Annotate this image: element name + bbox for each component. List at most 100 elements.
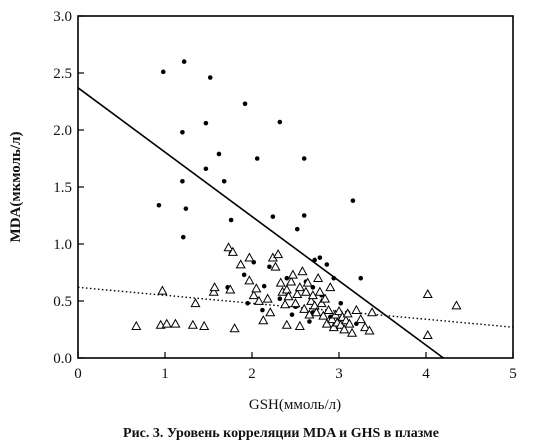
circle-point — [301, 156, 307, 161]
circle-point — [324, 262, 330, 267]
circle-point — [180, 234, 186, 240]
triangle-point — [339, 324, 350, 334]
circle-point — [312, 257, 317, 263]
triangle-point — [170, 318, 181, 328]
triangle-point — [286, 276, 297, 286]
triangle-point — [355, 314, 366, 324]
circle-point — [181, 59, 187, 64]
circle-point — [317, 255, 323, 260]
circle-point — [277, 296, 283, 302]
triangle-point — [325, 282, 336, 292]
triangle-point — [223, 242, 234, 252]
triangle-point — [294, 282, 305, 292]
circle-point — [284, 275, 290, 281]
circle-point — [203, 120, 209, 126]
circle-point — [270, 214, 276, 219]
circle-point — [307, 319, 312, 324]
triangle-point — [347, 327, 358, 337]
triangle-point — [311, 307, 322, 317]
triangle-point — [320, 293, 331, 303]
triangle-point — [360, 321, 371, 332]
triangle-point — [131, 320, 142, 330]
triangle-point — [244, 275, 255, 285]
triangle-point — [333, 306, 345, 316]
data-points — [131, 59, 462, 340]
triangle-point — [208, 286, 219, 296]
triangle-point — [248, 290, 259, 300]
circle-point — [277, 119, 283, 125]
circle-point — [180, 179, 185, 184]
axis-ticks: 0 1 2 3 4 5 0.0 0.5 1.0 1.5 2.0 2.5 3.0 — [53, 9, 517, 382]
x-tick-label: 3 — [335, 366, 343, 382]
triangle-point — [316, 298, 327, 308]
triangle-point — [262, 293, 273, 303]
triangle-point — [229, 323, 240, 333]
y-tick-label: 2.5 — [53, 66, 72, 82]
triangle-point — [281, 319, 292, 329]
triangle-point — [287, 269, 298, 279]
y-axis-title: MDA(мкмоль/л) — [8, 132, 24, 243]
triangle-point — [364, 325, 375, 335]
circle-point — [221, 179, 227, 184]
circle-point — [242, 101, 248, 107]
triangle-point — [225, 284, 236, 294]
triangle-point — [313, 272, 324, 283]
y-tick-label: 3.0 — [53, 9, 72, 25]
circle-point — [180, 129, 185, 135]
triangle-point — [199, 320, 210, 330]
triangle-point — [290, 298, 301, 308]
triangle-point — [258, 315, 269, 325]
triangle-point — [235, 259, 246, 269]
triangle-point — [299, 303, 310, 313]
solid-regression-line — [77, 87, 444, 359]
triangle-point — [326, 314, 338, 324]
circle-point — [216, 151, 222, 157]
triangle-point — [283, 291, 294, 301]
fit-lines — [77, 87, 514, 359]
triangle-point — [422, 288, 433, 299]
dotted-regression-line — [77, 286, 514, 328]
figure-caption: Рис. 3. Уровень корреляции MDA и GHS в п… — [123, 426, 439, 441]
triangle-point — [157, 285, 168, 295]
x-tick-label: 4 — [422, 366, 430, 382]
triangle-point — [321, 318, 332, 328]
y-tick-label: 1.5 — [53, 180, 72, 196]
triangle-point — [270, 261, 281, 271]
circle-point — [331, 275, 337, 281]
circle-point — [289, 312, 295, 317]
triangle-point — [344, 318, 355, 328]
triangle-point — [307, 290, 318, 300]
x-tick-label: 5 — [509, 366, 517, 382]
circle-point — [260, 307, 265, 313]
triangle-point — [294, 320, 305, 330]
x-tick-label: 2 — [248, 366, 256, 382]
triangle-point — [209, 282, 220, 292]
x-tick-label: 1 — [161, 366, 169, 382]
triangle-point — [342, 308, 353, 318]
circle-point — [203, 166, 209, 172]
triangle-point — [314, 286, 325, 296]
y-tick-label: 0.5 — [53, 294, 72, 310]
x-tick-label: 0 — [74, 366, 82, 382]
triangle-point — [323, 304, 334, 314]
triangle-point — [451, 300, 462, 310]
triangle-point — [187, 319, 198, 329]
circle-point — [207, 75, 213, 80]
circle-point — [245, 300, 250, 306]
triangle-point — [251, 283, 262, 293]
circle-point — [254, 156, 260, 161]
circle-point — [228, 217, 234, 223]
y-tick-label: 0.0 — [53, 351, 72, 367]
triangle-point — [190, 298, 201, 308]
triangle-point — [302, 277, 313, 287]
triangle-point — [273, 249, 284, 259]
triangle-point — [306, 295, 317, 305]
y-tick-label: 1.0 — [53, 237, 72, 253]
triangle-point — [253, 295, 265, 305]
circle-point — [301, 213, 307, 218]
triangle-point — [292, 288, 303, 299]
triangle-point — [300, 286, 311, 296]
triangle-point — [297, 266, 308, 276]
triangle-point — [367, 307, 378, 317]
